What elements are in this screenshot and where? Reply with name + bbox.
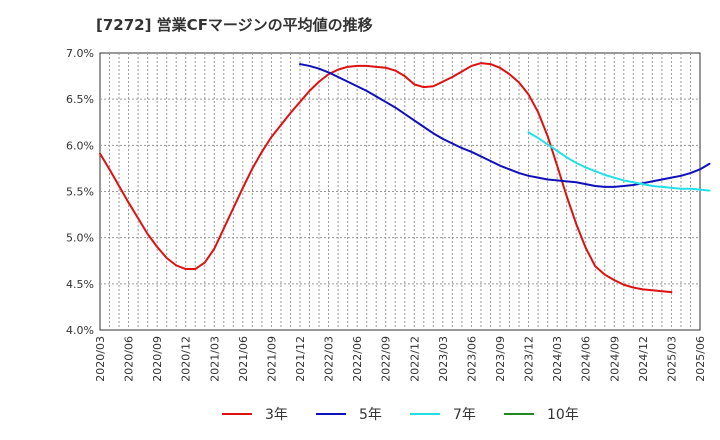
x-tick-label: 2024/12 xyxy=(637,336,650,382)
series-line-7年 xyxy=(527,131,711,192)
x-tick-label: 2021/09 xyxy=(265,336,278,382)
legend-label-10年: 10年 xyxy=(547,407,579,423)
x-tick-label: 2024/09 xyxy=(608,336,621,382)
x-tick-label: 2020/12 xyxy=(180,336,193,382)
y-tick-label: 5.0% xyxy=(66,232,94,245)
y-tick-label: 7.0% xyxy=(66,47,94,60)
legend-label-7年: 7年 xyxy=(453,407,476,423)
y-tick-label: 6.0% xyxy=(66,139,94,152)
x-tick-label: 2022/09 xyxy=(380,336,393,382)
chart-title: [7272] 営業CFマージンの平均値の推移 xyxy=(96,16,373,34)
y-tick-label: 4.0% xyxy=(66,324,94,337)
x-tick-label: 2023/09 xyxy=(494,336,507,382)
x-tick-label: 2024/03 xyxy=(551,336,564,382)
legend-label-5年: 5年 xyxy=(359,407,382,423)
x-tick-label: 2021/06 xyxy=(237,336,250,382)
legend-label-3年: 3年 xyxy=(265,407,288,423)
x-tick-label: 2024/06 xyxy=(580,336,593,382)
x-tick-label: 2025/06 xyxy=(694,336,707,382)
x-tick-label: 2023/06 xyxy=(465,336,478,382)
x-tick-label: 2022/03 xyxy=(323,336,336,382)
plot-area: 7.0% 6.5% 6.0% 5.5% 5.0% 4.5% 4.0%2020/03 2020/… xyxy=(66,47,711,382)
x-tick-label: 2021/03 xyxy=(208,336,221,382)
x-tick-label: 2021/12 xyxy=(294,336,307,382)
x-tick-label: 2023/12 xyxy=(523,336,536,382)
legend: 3年 5年 7年 10年 xyxy=(222,407,579,423)
y-tick-label: 5.5% xyxy=(66,186,94,199)
x-tick-label: 2023/03 xyxy=(437,336,450,382)
x-tick-label: 2020/09 xyxy=(151,336,164,382)
y-tick-label: 4.5% xyxy=(66,278,94,291)
x-tick-label: 2020/03 xyxy=(94,336,107,382)
x-tick-label: 2025/03 xyxy=(665,336,678,382)
x-tick-label: 2020/06 xyxy=(123,336,136,382)
y-tick-label: 6.5% xyxy=(66,93,94,106)
x-tick-label: 2022/06 xyxy=(351,336,364,382)
series-line-3年 xyxy=(99,62,673,294)
x-tick-label: 2022/12 xyxy=(408,336,421,382)
